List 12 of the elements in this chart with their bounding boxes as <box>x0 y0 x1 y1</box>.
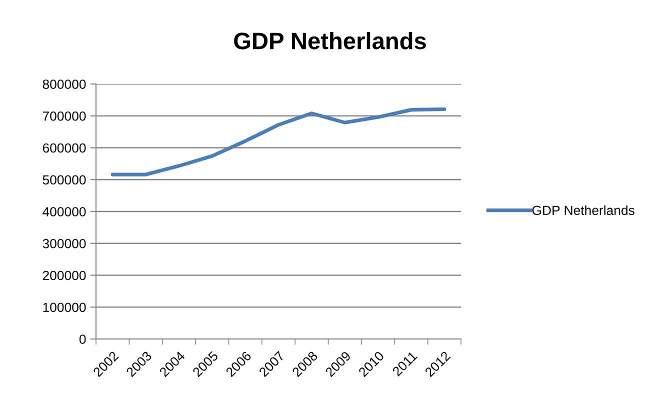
y-tick-label: 700000 <box>42 111 86 121</box>
y-tick-label: 500000 <box>42 175 86 185</box>
y-tick-label: 600000 <box>42 143 86 153</box>
legend-label: GDP Netherlands <box>532 205 634 216</box>
y-tick-label: 0 <box>79 334 86 344</box>
y-tick-label: 800000 <box>42 80 86 89</box>
y-tick-label: 100000 <box>43 302 86 312</box>
line-series <box>110 107 446 176</box>
y-tick-label: 400000 <box>42 207 86 216</box>
y-tick-label: 300000 <box>42 238 86 248</box>
y-tick-label: 200000 <box>42 270 86 280</box>
chart-title: GDP Netherlands <box>234 32 426 50</box>
